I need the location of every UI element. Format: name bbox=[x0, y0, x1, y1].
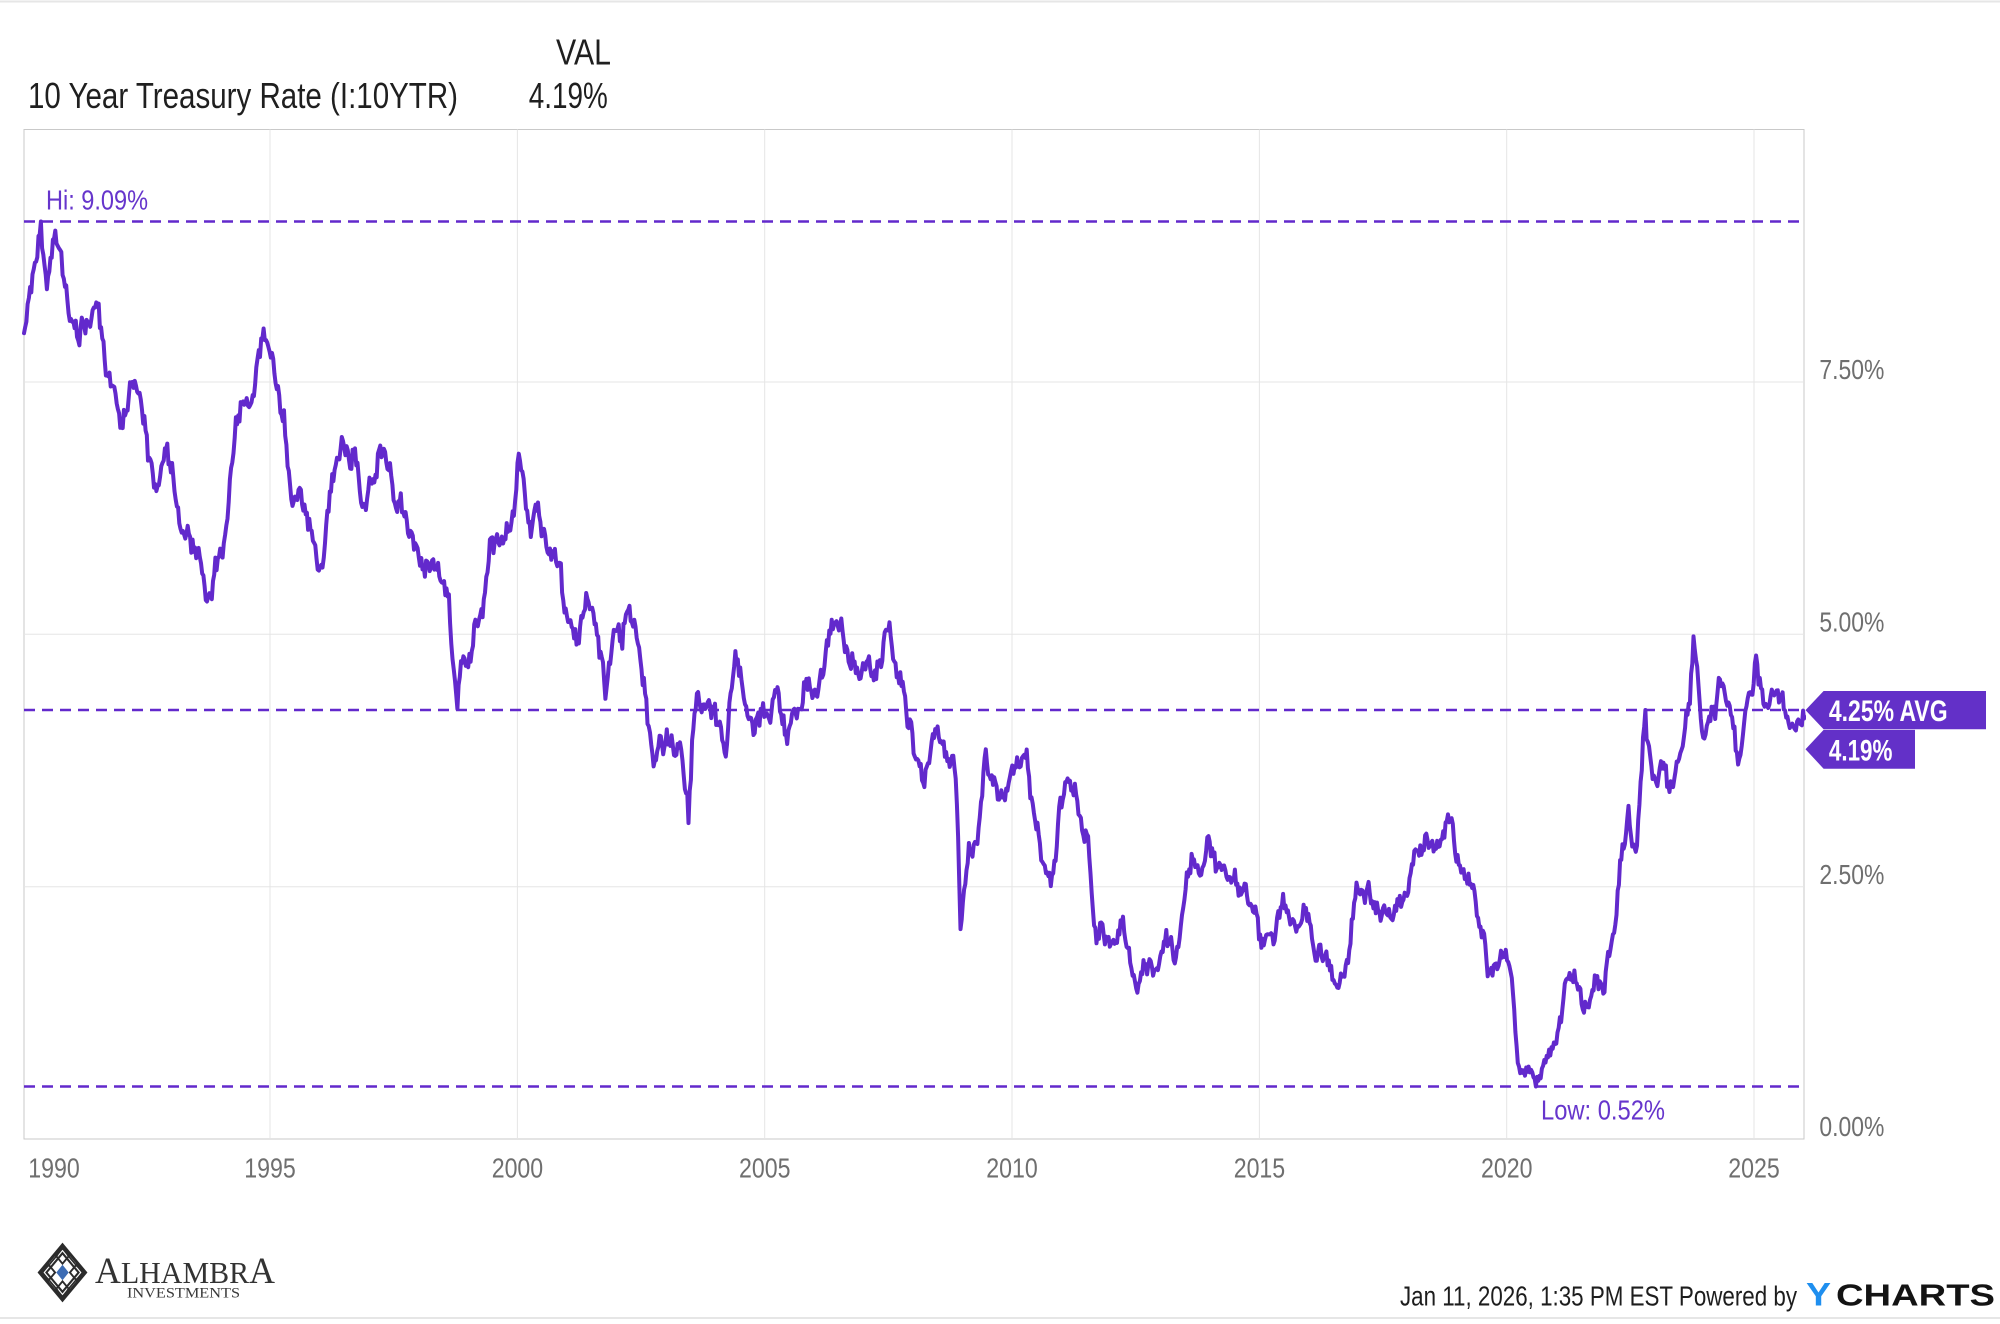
svg-text:2.50%: 2.50% bbox=[1819, 859, 1884, 890]
svg-text:VAL: VAL bbox=[556, 31, 611, 72]
svg-text:Y: Y bbox=[1806, 1277, 1831, 1313]
svg-text:4.19%: 4.19% bbox=[1829, 734, 1893, 767]
svg-text:2020: 2020 bbox=[1481, 1153, 1533, 1184]
svg-text:2010: 2010 bbox=[986, 1153, 1038, 1184]
svg-text:5.00%: 5.00% bbox=[1819, 607, 1884, 638]
svg-text:2025: 2025 bbox=[1728, 1153, 1780, 1184]
svg-text:7.50%: 7.50% bbox=[1819, 354, 1884, 385]
svg-text:2005: 2005 bbox=[739, 1153, 791, 1184]
svg-text:CHARTS: CHARTS bbox=[1836, 1278, 1995, 1313]
svg-text:Hi: 9.09%: Hi: 9.09% bbox=[46, 185, 148, 216]
svg-text:0.00%: 0.00% bbox=[1819, 1111, 1884, 1142]
svg-text:1990: 1990 bbox=[28, 1153, 80, 1184]
svg-text:4.19%: 4.19% bbox=[529, 75, 608, 116]
svg-text:10 Year Treasury Rate (I:10YTR: 10 Year Treasury Rate (I:10YTR) bbox=[28, 75, 458, 116]
svg-text:2000: 2000 bbox=[492, 1153, 544, 1184]
svg-text:4.25% AVG: 4.25% AVG bbox=[1829, 695, 1948, 728]
svg-text:2015: 2015 bbox=[1234, 1153, 1286, 1184]
svg-text:Jan 11, 2026, 1:35 PM EST Powe: Jan 11, 2026, 1:35 PM EST Powered by bbox=[1400, 1281, 1797, 1312]
svg-text:ALHAMBRA: ALHAMBRA bbox=[95, 1251, 275, 1292]
svg-text:Low: 0.52%: Low: 0.52% bbox=[1541, 1095, 1665, 1126]
svg-text:1995: 1995 bbox=[244, 1153, 295, 1184]
svg-text:INVESTMENTS: INVESTMENTS bbox=[127, 1286, 240, 1302]
